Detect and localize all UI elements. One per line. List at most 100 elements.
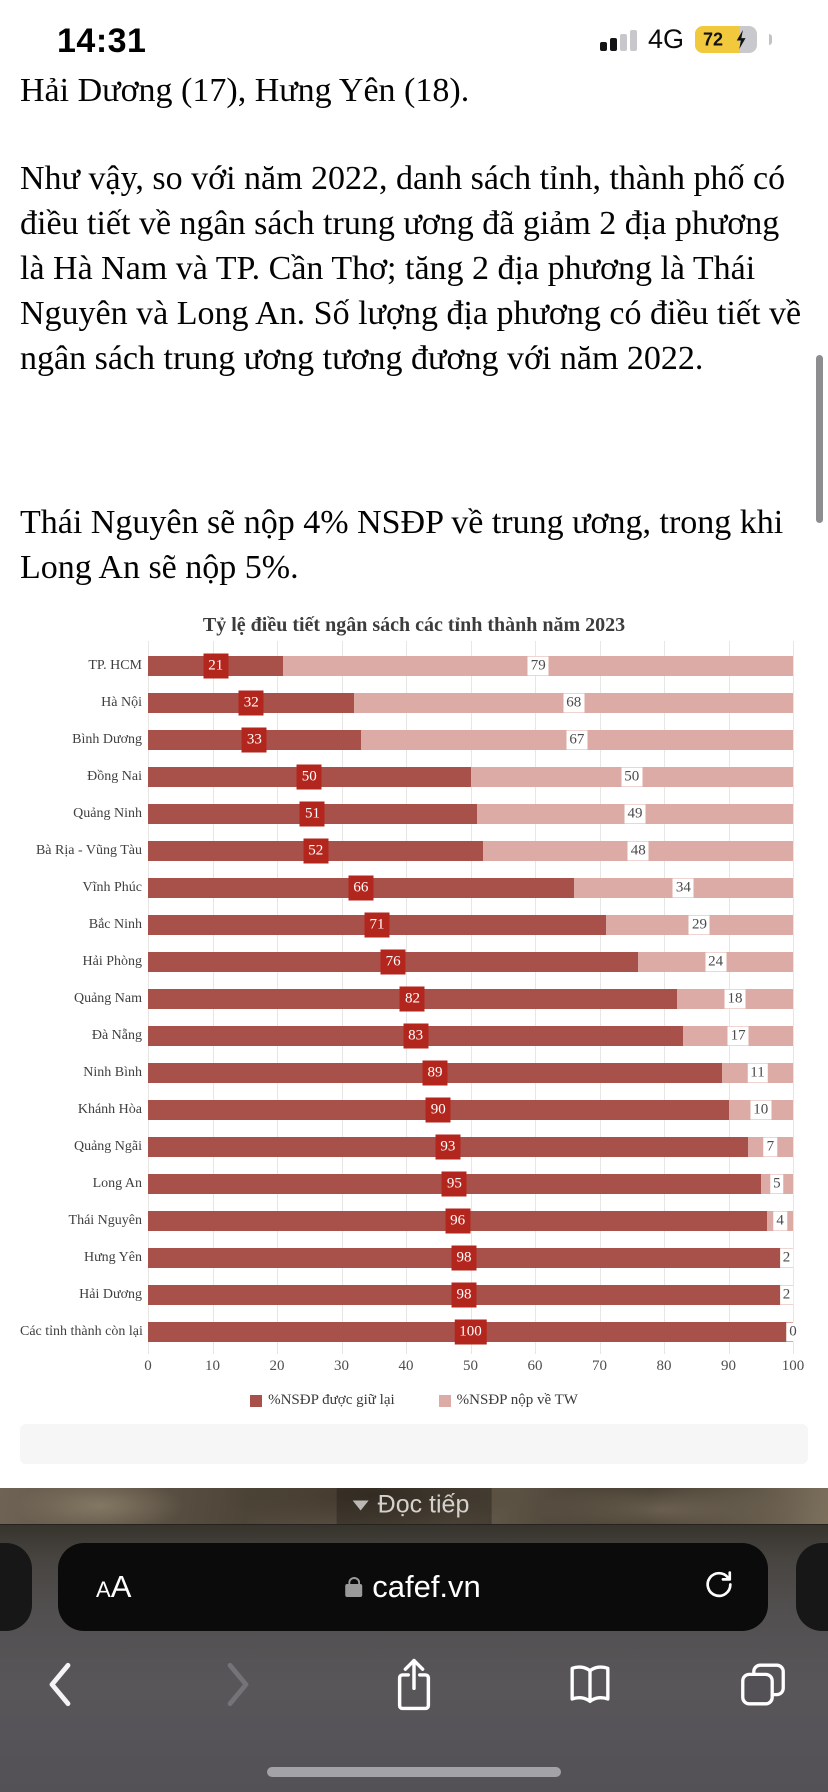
chart-row: Quảng Ngãi 93 7	[74, 1128, 793, 1165]
bar-value-label-kept: 50	[296, 764, 322, 789]
chart-row: Quảng Ninh 51 49	[73, 795, 793, 832]
bar-value-label-remitted: 0	[786, 1322, 800, 1341]
chart-category-label: Long An	[92, 1175, 142, 1191]
chart-row: Bà Rịa - Vũng Tàu 52 48	[36, 832, 793, 869]
forward-button[interactable]	[223, 1661, 253, 1714]
chart-rows: TP. HCM 21 79 Hà Nội 32 68 Bình Dương 33 67 Đồng …	[20, 647, 800, 1350]
reload-button[interactable]	[702, 1568, 736, 1607]
bar-value-label-kept: 93	[435, 1134, 461, 1159]
status-time: 14:31	[57, 22, 147, 60]
scrollbar-thumb[interactable]	[816, 355, 823, 523]
bar-value-label-remitted: 67	[566, 730, 588, 749]
share-button[interactable]	[391, 1656, 437, 1719]
axis-tick-label: 10	[205, 1358, 220, 1374]
bar-value-label-remitted: 5	[770, 1174, 784, 1193]
axis-tick-label: 50	[463, 1358, 478, 1374]
chart-bar-group: 32 68	[148, 690, 793, 715]
back-icon	[49, 1662, 71, 1707]
url-text: cafef.vn	[372, 1569, 481, 1604]
chart-row: Hà Nội 32 68	[101, 684, 793, 721]
content-placeholder-box	[20, 1424, 808, 1464]
toolbar-nav-row	[0, 1655, 828, 1719]
share-icon	[397, 1658, 431, 1711]
bar-value-label-remitted: 29	[688, 915, 710, 934]
next-tab-stub[interactable]	[796, 1543, 828, 1631]
chart-title: Tỷ lệ điều tiết ngân sách các tỉnh thành…	[202, 614, 626, 636]
tabs-button[interactable]	[739, 1662, 787, 1713]
chart-category-label: Quảng Ngãi	[73, 1138, 142, 1154]
read-more-button[interactable]: Đọc tiếp	[336, 1488, 492, 1524]
chart-category-label: Quảng Ninh	[73, 805, 142, 821]
reader-options-button[interactable]: AA	[96, 1569, 132, 1604]
bar-value-label-remitted: 50	[621, 767, 643, 786]
chart-bar-group: 52 48	[148, 838, 793, 863]
battery-percent-label: 72	[703, 29, 724, 49]
bar-value-label-remitted: 48	[627, 841, 649, 860]
read-more-label: Đọc tiếp	[377, 1490, 470, 1519]
bookmarks-icon	[570, 1665, 610, 1704]
charging-bolt-icon	[736, 30, 746, 49]
reload-icon	[706, 1571, 732, 1598]
address-bar[interactable]: AA cafef.vn	[58, 1543, 768, 1631]
bar-value-label-remitted: 68	[563, 693, 585, 712]
browser-toolbar: AA cafef.vn	[0, 1524, 828, 1792]
chart-category-label: Đà Nẵng	[91, 1027, 142, 1043]
chart-bar-group: 96 4	[148, 1208, 793, 1233]
bar-value-label-kept: 83	[403, 1023, 429, 1048]
chart-bar-group: 76 24	[148, 949, 793, 974]
axis-tick-label: 90	[721, 1358, 736, 1374]
chart-bar-group: 98 2	[148, 1282, 794, 1307]
chart-row: Quảng Nam 82 18	[74, 980, 793, 1017]
chart-category-label: Bắc Ninh	[88, 916, 142, 932]
home-indicator[interactable]	[267, 1767, 561, 1777]
legend-item: %NSĐP nộp về TW	[438, 1392, 578, 1409]
chart-bar-group: 89 11	[148, 1060, 793, 1085]
previous-tab-stub[interactable]	[0, 1543, 32, 1631]
chevron-down-icon	[352, 1500, 369, 1510]
bar-value-label-remitted: 24	[705, 952, 727, 971]
tabs-icon	[741, 1663, 785, 1706]
back-button[interactable]	[45, 1661, 75, 1714]
battery-icon: 72	[695, 26, 757, 53]
url-display[interactable]: cafef.vn	[345, 1569, 481, 1605]
bar-value-label-kept: 98	[451, 1245, 477, 1270]
chart-row: Các tỉnh thành còn lại 100 0	[20, 1313, 800, 1350]
chart-category-label: Các tỉnh thành còn lại	[20, 1323, 143, 1339]
chart-category-label: Đồng Nai	[87, 768, 142, 784]
chart-row: Thái Nguyên 96 4	[69, 1202, 793, 1239]
chart-row: Hưng Yên 98 2	[84, 1239, 794, 1276]
article-paragraph: Thái Nguyên sẽ nộp 4% NSĐP về trung ương…	[20, 504, 784, 586]
chart-bar-group: 98 2	[148, 1245, 794, 1270]
bar-value-label-kept: 90	[425, 1097, 451, 1122]
axis-tick-label: 0	[144, 1358, 152, 1374]
bar-value-label-kept: 71	[364, 912, 390, 937]
chart-bar-group: 33 67	[148, 727, 793, 752]
bookmarks-button[interactable]	[564, 1662, 616, 1713]
chart-row: Đà Nẵng 83 17	[92, 1017, 793, 1054]
chart-bar-group: 90 10	[148, 1097, 793, 1122]
chart-bar-group: 82 18	[148, 986, 793, 1011]
chart-bar-group: 71 29	[148, 912, 793, 937]
chart-gridline	[793, 641, 794, 1354]
bar-value-label-kept: 98	[451, 1282, 477, 1307]
bar-value-label-remitted: 7	[763, 1137, 778, 1156]
bar-value-label-kept: 82	[399, 986, 425, 1011]
bar-value-label-remitted: 17	[727, 1026, 749, 1045]
bar-value-label-remitted: 4	[773, 1211, 787, 1230]
bar-value-label-remitted: 10	[750, 1100, 772, 1119]
chart-row: Bắc Ninh 71 29	[89, 906, 793, 943]
chart-bar-group: 21 79	[148, 653, 793, 678]
status-bar: 14:31 4G 72	[0, 0, 828, 62]
network-type-label: 4G	[647, 24, 684, 54]
bar-value-label-kept: 100	[454, 1319, 487, 1344]
bar-value-label-remitted: 34	[672, 878, 694, 897]
legend-swatch	[250, 1394, 263, 1407]
chart-category-label: Thái Nguyên	[68, 1212, 142, 1228]
chart-category-label: Quảng Nam	[73, 990, 142, 1006]
chart-plot-area: TP. HCM 21 79 Hà Nội 32 68 Bình Dương 33 67 Đồng …	[20, 641, 800, 1354]
chart-row: Khánh Hòa 90 10	[78, 1091, 793, 1128]
bar-value-label-remitted: 2	[779, 1285, 794, 1304]
chart-row: Long An 95 5	[93, 1165, 793, 1202]
bar-value-label-kept: 95	[441, 1171, 467, 1196]
